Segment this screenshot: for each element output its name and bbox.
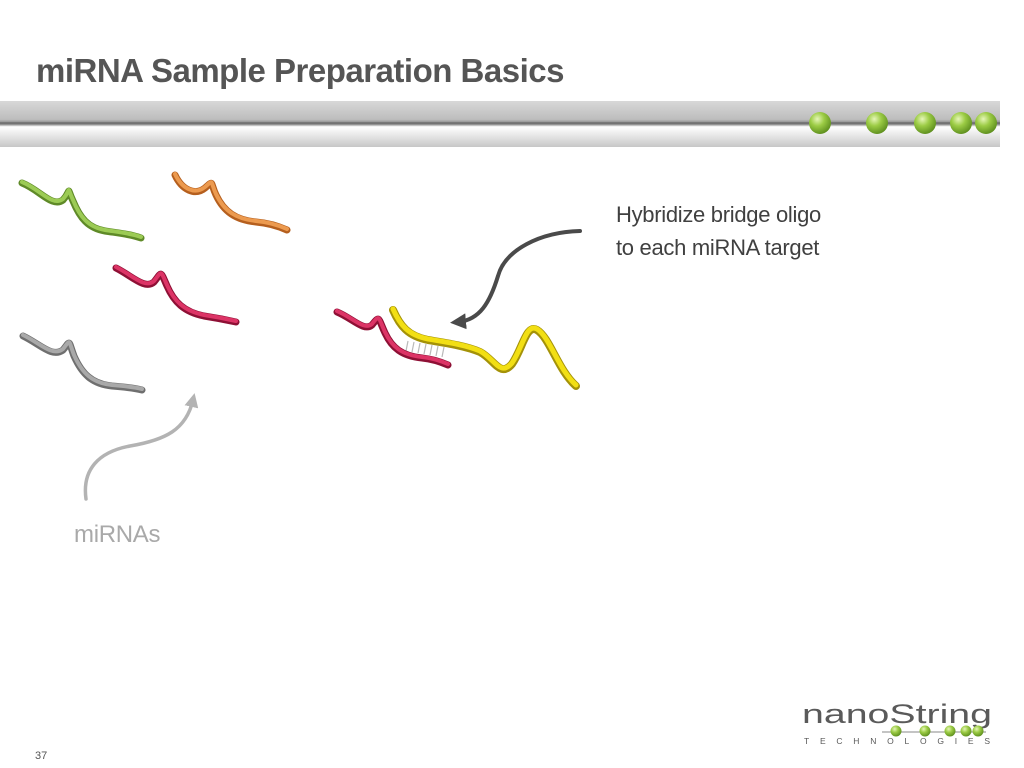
logo-wordmark: nanoString: [802, 699, 992, 729]
green-sphere-icon: [950, 112, 972, 134]
mirna-strand-orange: [171, 171, 291, 234]
header-bar: [0, 101, 1000, 147]
mirna-strand-red: [112, 264, 240, 326]
logo-tagline: TECHNOLOGIES: [804, 736, 990, 746]
mirna-diagram: [18, 171, 582, 501]
mirnas-label: miRNAs: [74, 521, 161, 548]
nanostring-logo: nanoString TECHNOLOGIES: [802, 699, 992, 746]
callout-line-1: Hybridize bridge oligo: [616, 202, 821, 227]
green-sphere-icon: [975, 112, 997, 134]
green-sphere-icon: [866, 112, 888, 134]
page-number: 37: [35, 750, 48, 762]
mirna-strand-green: [18, 179, 145, 242]
hybridization-rungs: [405, 340, 445, 358]
green-sphere-icon: [809, 112, 831, 134]
mirna-strand-gray: [19, 332, 146, 394]
bridge-oligo-yellow: [389, 306, 580, 390]
curved-arrow-icon: [450, 229, 582, 330]
hybridized-complex: [333, 306, 580, 390]
callout-text: Hybridize bridge oligo to each miRNA tar…: [616, 198, 821, 264]
callout-line-2: to each miRNA target: [616, 235, 820, 260]
mirna-strand-red-bound: [333, 308, 452, 369]
curved-arrow-icon: [83, 393, 199, 501]
green-sphere-icon: [914, 112, 936, 134]
slide-title: miRNA Sample Preparation Basics: [36, 52, 564, 89]
header-dots: [809, 112, 997, 134]
